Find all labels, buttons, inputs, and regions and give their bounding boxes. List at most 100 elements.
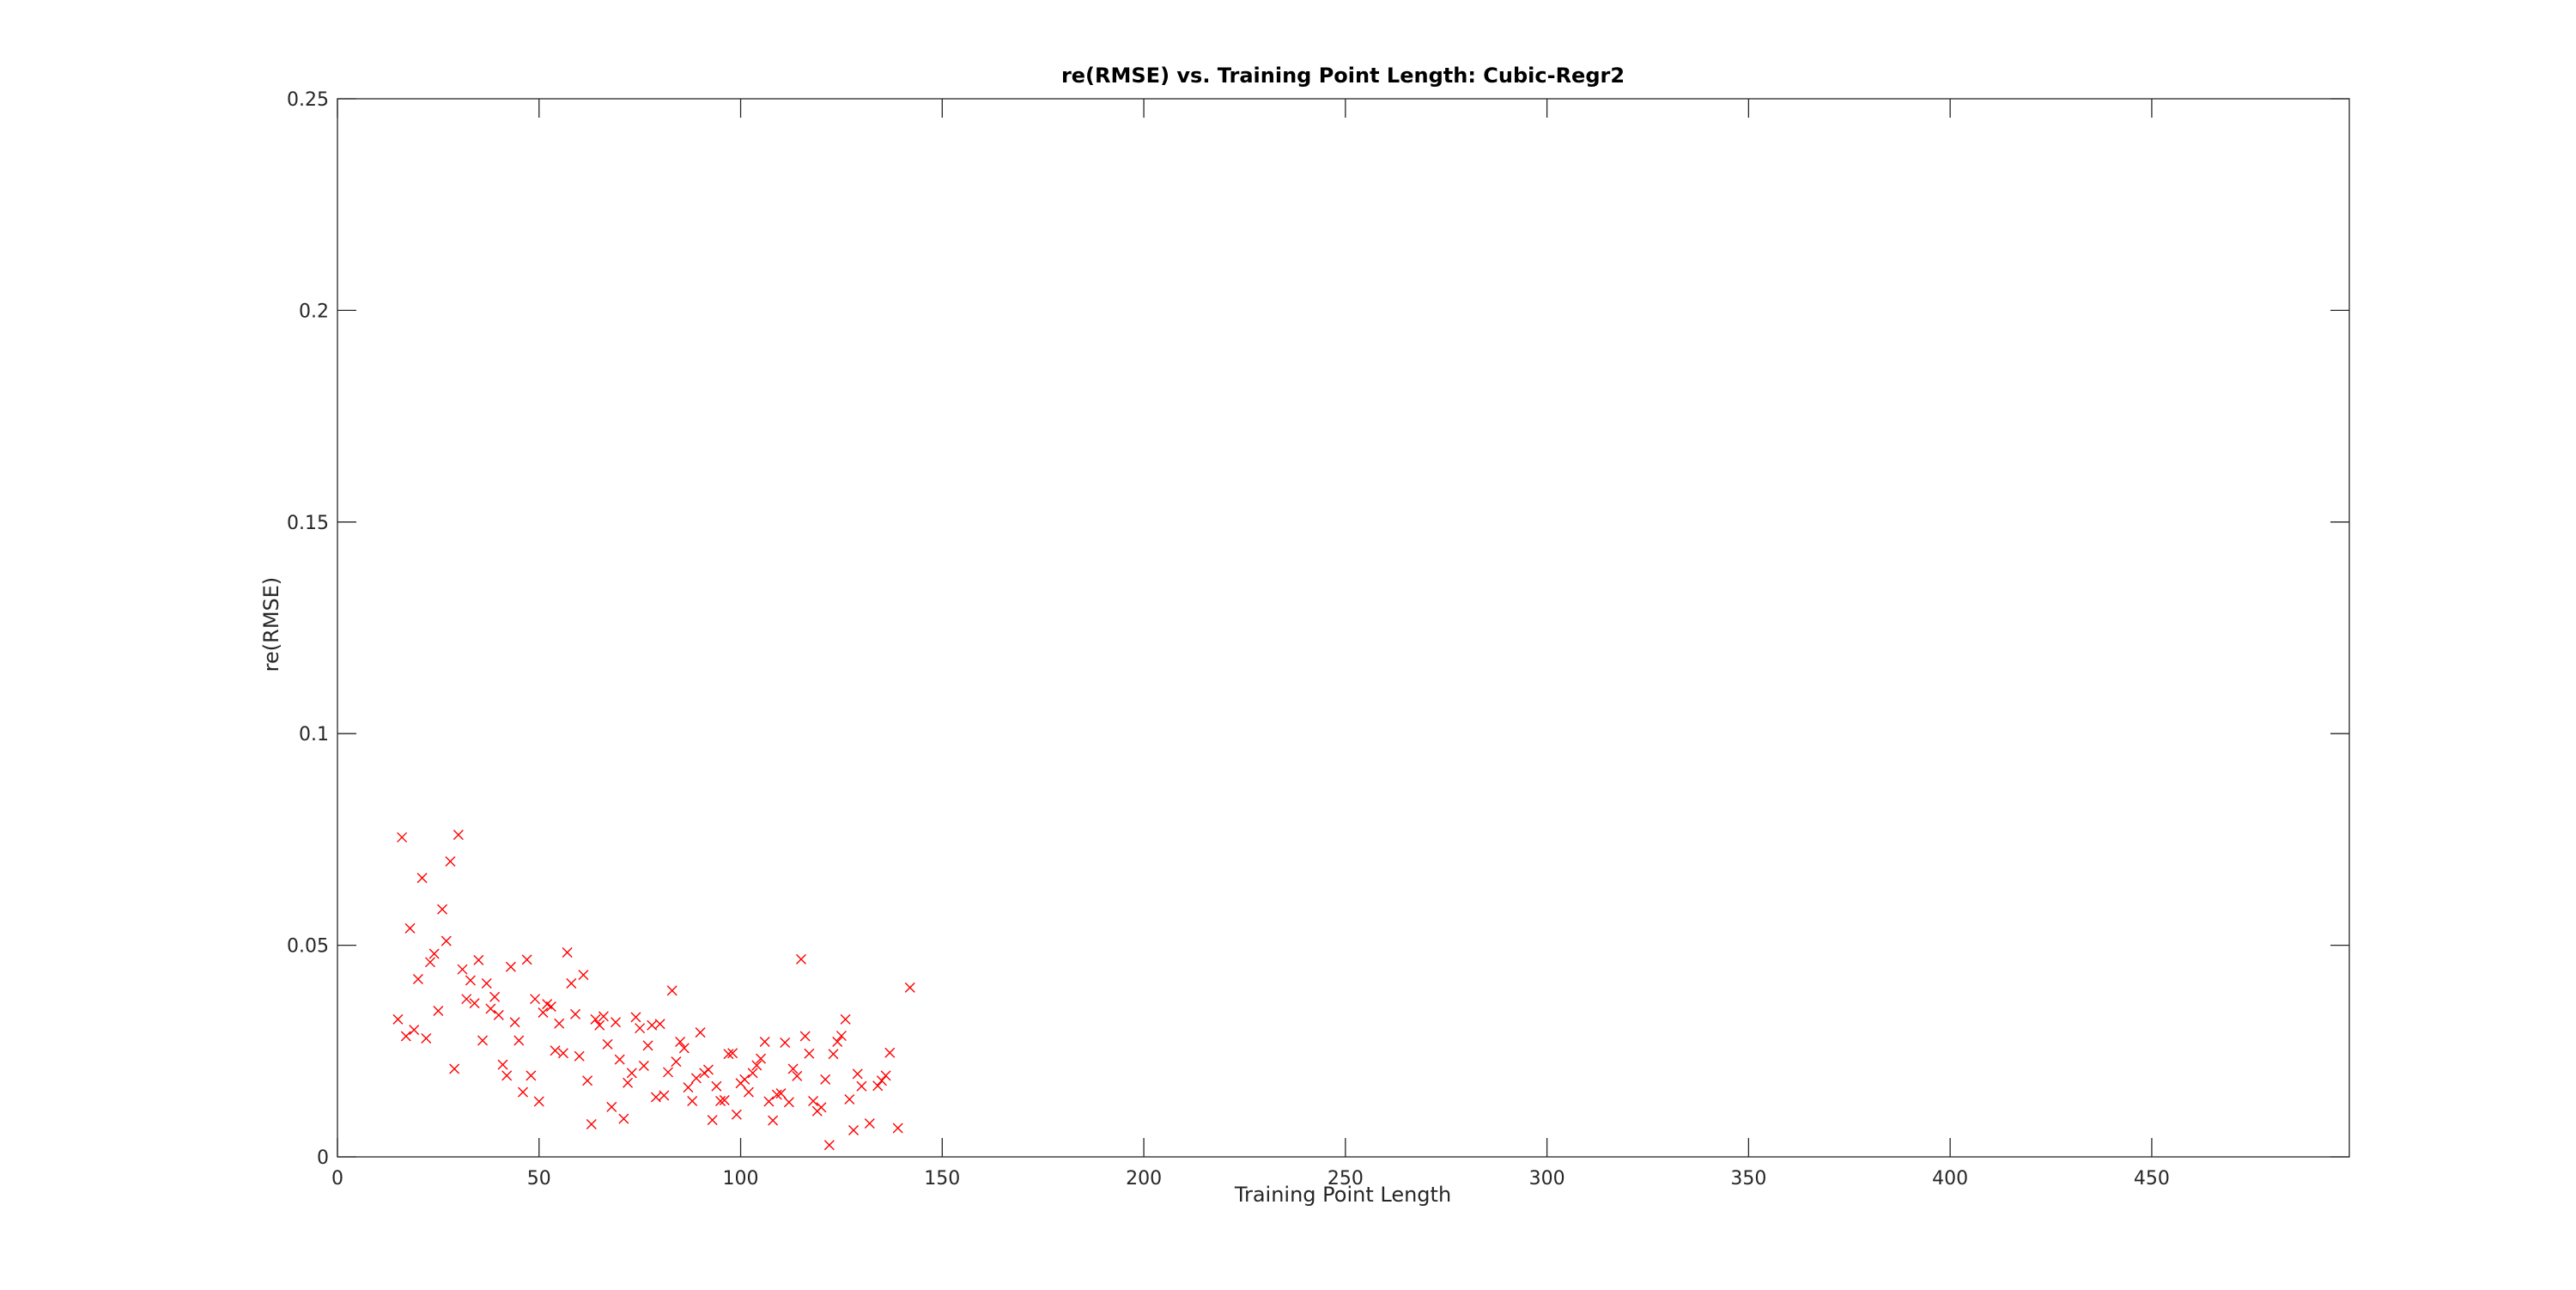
data-point <box>707 1115 718 1126</box>
x-tick-label: 350 <box>1730 1168 1766 1190</box>
data-point <box>610 1017 621 1028</box>
data-point <box>659 1090 670 1101</box>
data-point <box>876 1075 887 1086</box>
data-point <box>904 982 915 993</box>
y-axis: 0 0.05 0.1 0.15 0.2 0.25 <box>287 89 2349 1169</box>
data-point <box>751 1060 762 1071</box>
data-point <box>823 1140 835 1151</box>
data-point <box>461 994 472 1005</box>
data-point <box>433 1005 444 1016</box>
data-point <box>844 1093 855 1104</box>
data-point <box>618 1113 629 1124</box>
data-point <box>783 1097 794 1108</box>
data-point <box>808 1095 819 1106</box>
x-tick-label: 150 <box>924 1168 960 1190</box>
data-point <box>566 977 577 989</box>
data-point <box>775 1088 787 1099</box>
data-point <box>554 1018 565 1029</box>
data-point <box>469 998 480 1009</box>
data-point <box>832 1036 843 1047</box>
data-point <box>795 953 806 964</box>
data-point <box>638 1061 649 1072</box>
data-point <box>582 1075 593 1086</box>
data-point <box>828 1049 839 1060</box>
data-point <box>590 1013 601 1025</box>
data-point <box>723 1049 734 1060</box>
data-point <box>666 985 677 996</box>
x-axis: 0 50 100 150 200 250 300 350 400 450 <box>331 99 2170 1190</box>
data-point <box>614 1054 625 1065</box>
data-point <box>671 1056 682 1068</box>
data-point <box>840 1013 851 1025</box>
x-tick-label: 50 <box>527 1168 551 1190</box>
data-point <box>392 1013 404 1025</box>
y-tick-label: 0.2 <box>299 301 329 322</box>
data-point <box>578 970 589 981</box>
data-point <box>675 1036 686 1047</box>
data-point <box>521 954 532 965</box>
data-point <box>477 1035 489 1046</box>
y-tick-label: 0.1 <box>299 724 329 745</box>
data-point <box>424 957 435 968</box>
data-point <box>473 954 484 965</box>
chart-title: re(RMSE) vs. Training Point Length: Cubi… <box>1061 64 1625 88</box>
data-point <box>780 1037 791 1048</box>
y-tick-label: 0.05 <box>287 936 329 958</box>
data-point <box>804 1048 815 1059</box>
data-point <box>635 1023 646 1034</box>
data-point <box>594 1019 605 1031</box>
data-point <box>421 1033 432 1044</box>
data-point <box>683 1082 694 1093</box>
x-tick-label: 200 <box>1126 1168 1162 1190</box>
data-point <box>687 1095 698 1106</box>
data-point <box>678 1043 690 1054</box>
data-point <box>409 1025 420 1036</box>
data-point <box>445 856 456 867</box>
data-point <box>493 1009 504 1020</box>
y-tick-label: 0.15 <box>287 513 329 534</box>
data-markers <box>392 829 915 1151</box>
data-point <box>557 1048 568 1059</box>
data-point <box>626 1068 637 1079</box>
data-point <box>538 1007 549 1018</box>
data-point <box>513 1035 525 1046</box>
data-point <box>892 1123 903 1134</box>
data-point <box>428 948 440 959</box>
data-point <box>437 904 448 915</box>
data-point <box>864 1118 875 1129</box>
data-point <box>550 1045 561 1056</box>
data-point <box>747 1068 758 1079</box>
data-point <box>719 1094 730 1105</box>
data-point <box>526 1070 537 1081</box>
data-point <box>509 1017 520 1028</box>
data-point <box>416 873 428 884</box>
data-point <box>848 1124 860 1135</box>
data-point <box>489 991 501 1002</box>
data-point <box>517 1086 528 1098</box>
data-point <box>397 831 408 843</box>
data-point <box>449 1063 460 1074</box>
data-point <box>690 1073 702 1084</box>
data-point <box>606 1101 617 1112</box>
data-point <box>602 1038 613 1050</box>
y-tick-label: 0.25 <box>287 89 329 111</box>
data-point <box>465 975 476 986</box>
data-point <box>731 1109 742 1120</box>
data-point <box>820 1074 831 1085</box>
data-point <box>663 1067 674 1078</box>
x-tick-label: 250 <box>1327 1168 1364 1190</box>
data-point <box>711 1080 722 1092</box>
data-point <box>835 1031 847 1042</box>
data-point <box>715 1095 726 1106</box>
axes-box <box>337 98 2350 1158</box>
data-point <box>884 1047 896 1058</box>
data-point <box>759 1036 770 1047</box>
data-point <box>650 1092 661 1103</box>
data-point <box>743 1086 754 1098</box>
data-point <box>533 1096 544 1107</box>
data-point <box>695 1027 706 1038</box>
data-point <box>501 1070 513 1081</box>
data-point <box>440 935 452 946</box>
data-point <box>404 922 416 934</box>
